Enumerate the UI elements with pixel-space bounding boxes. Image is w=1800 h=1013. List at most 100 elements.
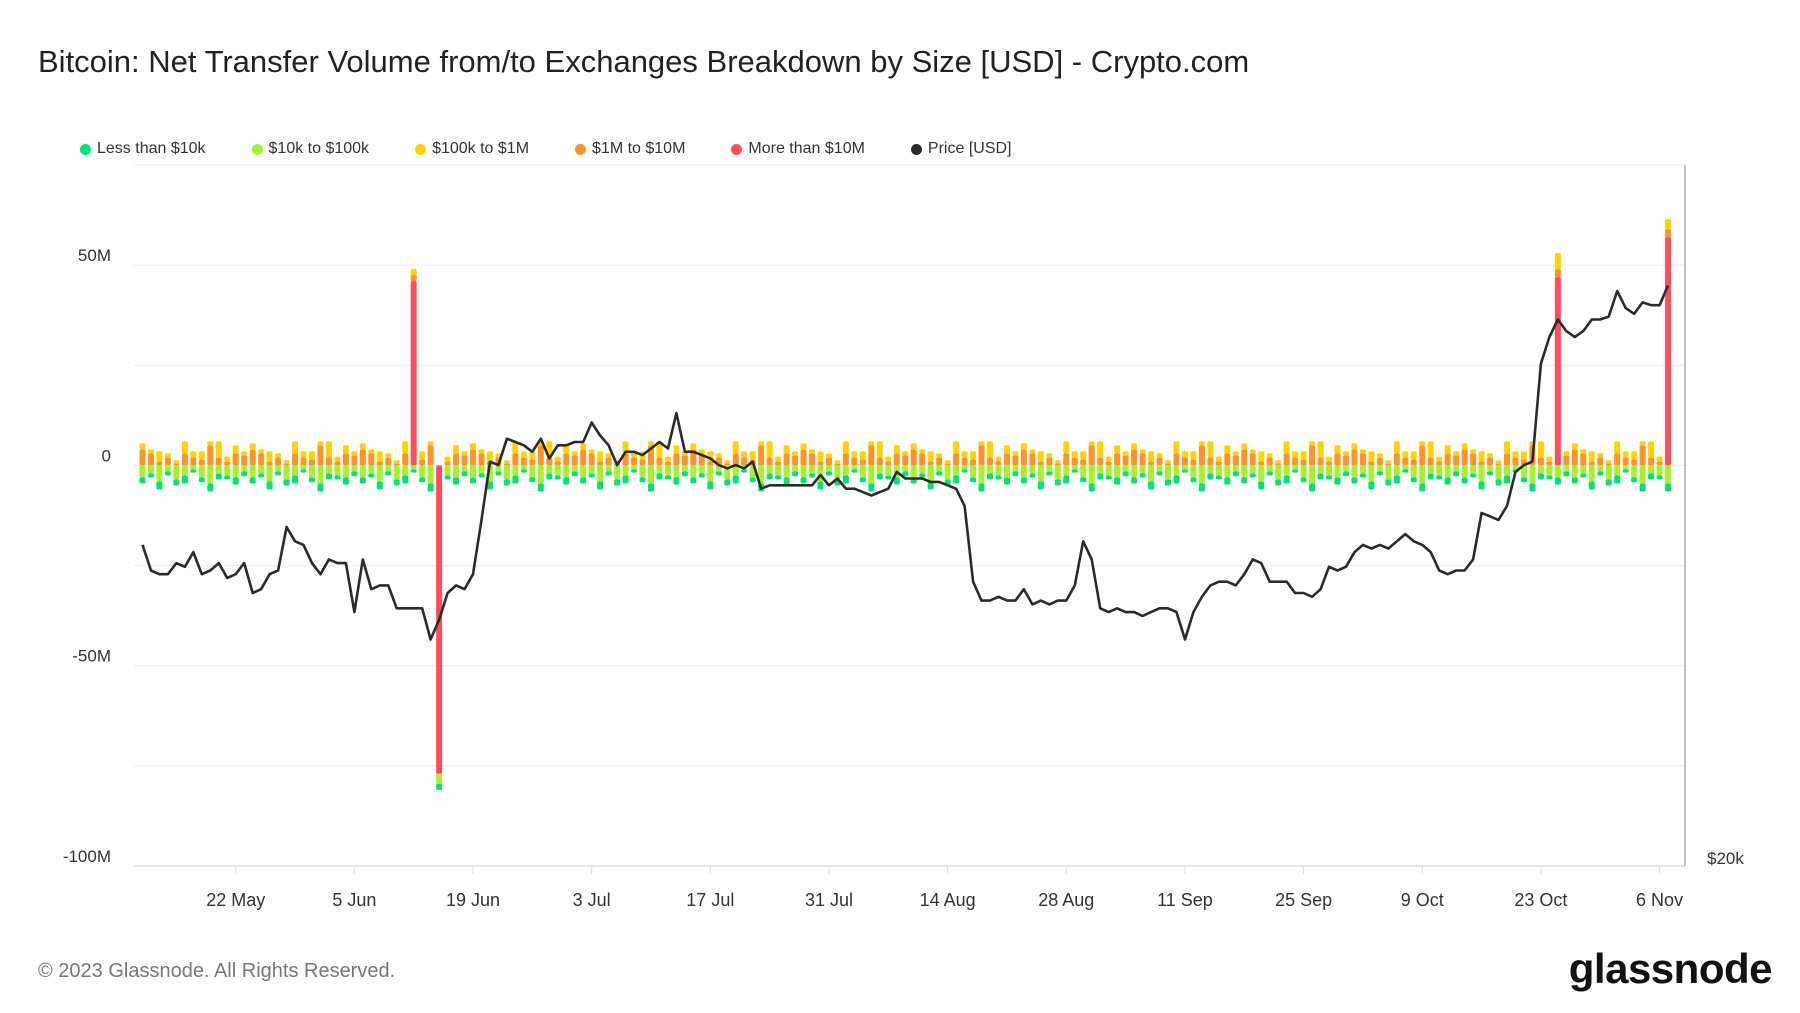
- bar-segment--10k-to-100k: [1478, 465, 1485, 482]
- bar-segment-less-than-10k: [597, 481, 604, 490]
- bar-segment-less-than-10k: [232, 477, 239, 485]
- legend-item-more-than-10m[interactable]: More than $10M: [731, 140, 865, 158]
- bar-segment--100k-to-1m: [1165, 460, 1171, 464]
- bar-segment--10k-to-100k: [1597, 465, 1604, 472]
- bar-segment--1m-to-10m: [1283, 453, 1290, 466]
- bar-segment-less-than-10k: [1088, 483, 1095, 492]
- bar-segment-less-than-10k: [470, 477, 477, 484]
- bar-segment--1m-to-10m: [164, 457, 171, 466]
- bar-segment--1m-to-10m: [800, 449, 807, 466]
- bar-segment-less-than-10k: [1080, 477, 1087, 483]
- bar-segment--100k-to-1m: [961, 451, 968, 458]
- bar-segment--10k-to-100k: [283, 465, 290, 480]
- bar-segment-less-than-10k: [1478, 481, 1485, 490]
- bar-segment--1m-to-10m: [987, 457, 994, 466]
- bar-segment--1m-to-10m: [1139, 453, 1146, 466]
- bar-segment--10k-to-100k: [1520, 465, 1527, 478]
- bar-segment--100k-to-1m: [698, 449, 705, 454]
- bar-segment-less-than-10k: [1063, 475, 1070, 484]
- legend-item-price[interactable]: Price [USD]: [910, 140, 1012, 158]
- bar-segment--100k-to-1m: [1309, 441, 1316, 446]
- bar-segment-less-than-10k: [868, 483, 875, 492]
- bar-segment--1m-to-10m: [1249, 453, 1256, 466]
- bar-segment-less-than-10k: [800, 477, 807, 484]
- bar-segment-less-than-10k: [1444, 477, 1451, 485]
- bar-segment--100k-to-1m: [1376, 453, 1383, 458]
- bar-segment-less-than-10k: [639, 477, 646, 483]
- bar-segment--10k-to-100k: [1224, 465, 1231, 478]
- bar-segment--10k-to-100k: [1207, 465, 1214, 474]
- bar-segment--1m-to-10m: [156, 461, 163, 466]
- bar-segment--10k-to-100k: [529, 465, 536, 478]
- bar-segment--100k-to-1m: [1351, 443, 1358, 450]
- legend: Less than $10k $10k to $100k $100k to $1…: [80, 140, 1058, 158]
- bar-segment--10k-to-100k: [1088, 465, 1095, 484]
- bar-segment-less-than-10k: [1427, 473, 1434, 480]
- bar-segment--1m-to-10m: [1029, 453, 1036, 466]
- bar-segment--1m-to-10m: [503, 463, 510, 466]
- bar-segment--10k-to-100k: [258, 465, 265, 474]
- bar-segment--100k-to-1m: [1054, 460, 1061, 464]
- bar-segment--100k-to-1m: [1241, 443, 1248, 450]
- bar-segment--10k-to-100k: [461, 465, 468, 472]
- bar-segment--1m-to-10m: [1334, 453, 1341, 466]
- bar-segment--100k-to-1m: [283, 460, 290, 464]
- bar-segment--10k-to-100k: [275, 465, 282, 472]
- bar-segment--100k-to-1m: [249, 443, 256, 450]
- bar-segment--1m-to-10m: [919, 453, 926, 466]
- bar-segment--10k-to-100k: [376, 465, 383, 482]
- bar-segment--10k-to-100k: [1309, 465, 1316, 484]
- bar-segment--10k-to-100k: [656, 465, 663, 474]
- legend-item-10k-to-100k[interactable]: $10k to $100k: [251, 140, 369, 158]
- bar-segment-less-than-10k: [1648, 473, 1655, 480]
- bar-segment--100k-to-1m: [342, 445, 349, 454]
- bar-segment--100k-to-1m: [1300, 451, 1307, 460]
- x-tick-label: 19 Jun: [446, 890, 500, 910]
- x-tick-label: 17 Jul: [686, 890, 734, 910]
- bar-segment--100k-to-1m: [919, 449, 926, 454]
- bar-segment--1m-to-10m: [758, 445, 765, 466]
- bar-segment--100k-to-1m: [232, 445, 239, 454]
- bar-segment--100k-to-1m: [944, 460, 951, 464]
- bar-segment--10k-to-100k: [1495, 465, 1502, 480]
- bar-segment--100k-to-1m: [224, 456, 231, 462]
- bar-segment--1m-to-10m: [1063, 453, 1070, 466]
- bar-segment--100k-to-1m: [1665, 219, 1672, 230]
- bar-segment--1m-to-10m: [563, 453, 570, 466]
- bar-segment-more-than-10m: [1665, 237, 1672, 466]
- legend-item-less-than-10k[interactable]: Less than $10k: [80, 140, 206, 158]
- bar-segment--100k-to-1m: [1198, 441, 1205, 446]
- bar-segment--10k-to-100k: [1656, 465, 1663, 476]
- bar-segment--100k-to-1m: [673, 445, 680, 454]
- bar-segment--100k-to-1m: [359, 443, 366, 450]
- bar-segment--100k-to-1m: [571, 451, 578, 456]
- bar-segment--100k-to-1m: [902, 451, 909, 456]
- bar-segment--100k-to-1m: [554, 456, 561, 462]
- bar-segment--100k-to-1m: [732, 441, 739, 454]
- bar-segment--100k-to-1m: [1487, 453, 1494, 458]
- bar-segment-less-than-10k: [902, 471, 909, 477]
- bar-segment--100k-to-1m: [1292, 451, 1299, 458]
- legend-item-100k-to-1m[interactable]: $100k to $1M: [415, 140, 529, 158]
- legend-item-1m-to-10m[interactable]: $1M to $10M: [575, 140, 685, 158]
- bar-segment-less-than-10k: [1173, 475, 1180, 484]
- bar-segment--100k-to-1m: [1105, 456, 1112, 462]
- bar-segment-less-than-10k: [300, 469, 307, 473]
- bar-segment-less-than-10k: [622, 475, 629, 484]
- bar-segment--10k-to-100k: [1571, 465, 1578, 478]
- bar-segment--10k-to-100k: [987, 465, 994, 474]
- bar-segment--10k-to-100k: [1037, 465, 1044, 482]
- bar-segment-less-than-10k: [1105, 475, 1112, 480]
- bar-segment--1m-to-10m: [368, 453, 375, 466]
- bar-segment--10k-to-100k: [1097, 465, 1104, 474]
- bar-segment--100k-to-1m: [563, 445, 570, 454]
- bar-segment-less-than-10k: [1054, 479, 1061, 486]
- bar-segment--1m-to-10m: [300, 457, 307, 466]
- bar-segment--1m-to-10m: [190, 457, 197, 466]
- bar-segment--100k-to-1m: [842, 441, 849, 454]
- bar-segment--1m-to-10m: [1368, 461, 1375, 466]
- bar-segment--1m-to-10m: [1148, 461, 1155, 466]
- bar-segment--100k-to-1m: [1419, 441, 1426, 446]
- bar-segment-less-than-10k: [1071, 469, 1078, 473]
- bar-segment--1m-to-10m: [724, 463, 731, 466]
